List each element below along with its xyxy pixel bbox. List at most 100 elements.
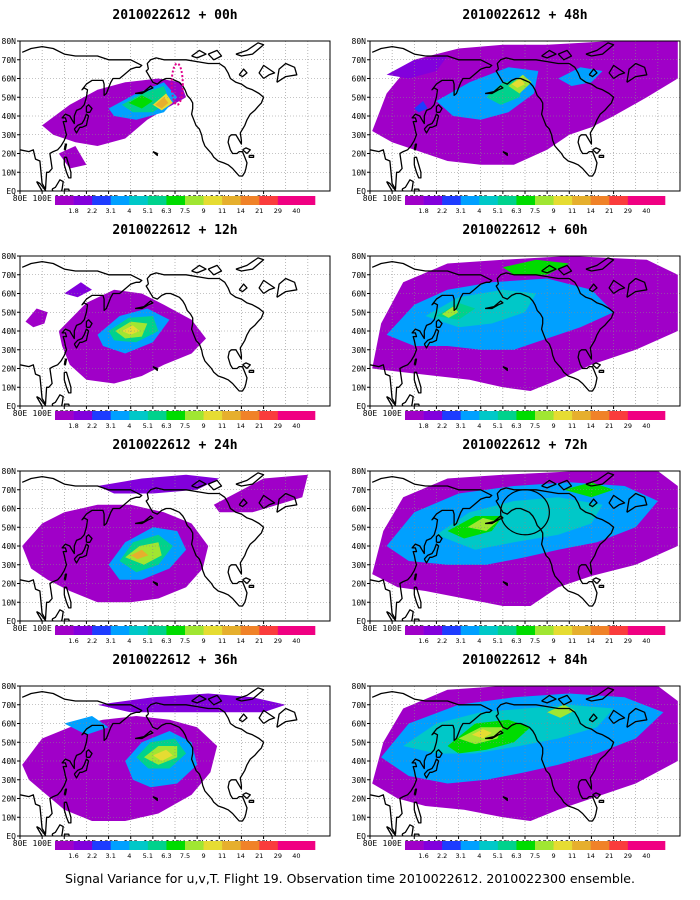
y-tick-label: 20N [2, 150, 17, 159]
map-panel: 2010022612 + 12h80E100E120E140E160E18016… [0, 215, 350, 440]
coastline [63, 358, 68, 366]
graticule [370, 256, 680, 406]
x-tick-label: 100E [383, 194, 402, 203]
x-tick-label: 80E [363, 624, 378, 633]
coastline [588, 283, 598, 293]
y-tick-label: 70N [352, 56, 367, 65]
y-tick-label: 70N [2, 271, 17, 280]
y-tick-label: 20N [2, 795, 17, 804]
colorbar-swatch [590, 196, 610, 205]
colorbar-swatch [423, 841, 443, 850]
figure-caption: Signal Variance for u,v,T. Flight 19. Ob… [65, 871, 635, 886]
colorbar-swatch [110, 841, 130, 850]
colorbar-swatch [516, 196, 536, 205]
colorbar-swatch [497, 626, 517, 635]
colorbar-swatch [277, 841, 297, 850]
coastline [423, 543, 440, 564]
coastline [592, 147, 601, 155]
map-svg: 80E100E120E140E160E180160W140W120W100W80… [352, 37, 681, 215]
coastline [585, 687, 615, 702]
y-tick-label: 60N [352, 75, 367, 84]
colorbar-swatch [516, 626, 536, 635]
coastline [484, 730, 504, 740]
coastline [242, 147, 251, 155]
coastlines [20, 687, 298, 836]
colorbar-swatch [222, 411, 242, 420]
colorbar-swatch [646, 196, 666, 205]
coastline [423, 758, 440, 779]
y-tick-label: 20N [2, 580, 17, 589]
y-tick-label: 50N [352, 738, 367, 747]
coastlines [20, 42, 298, 191]
coastline [495, 702, 615, 822]
colorbar-label: 3.1 [456, 207, 466, 215]
colorbar-label: 2.2 [437, 637, 447, 645]
colorbar-swatch [296, 841, 316, 850]
coastline [608, 279, 626, 295]
coastline [588, 713, 598, 723]
colorbar-swatch [129, 196, 149, 205]
colorbar-swatch [147, 411, 167, 420]
coastline [51, 179, 64, 191]
coastline [191, 479, 207, 489]
coastline [386, 826, 397, 836]
variance-contour [97, 474, 220, 494]
x-tick-label: 100E [383, 624, 402, 633]
colorbar-label: 5.1 [143, 852, 153, 860]
coastline [608, 494, 626, 510]
colorbar-label: 7.5 [530, 852, 540, 860]
x-tick-label: 80E [363, 409, 378, 418]
colorbar-swatch [405, 411, 424, 420]
colorbar-swatch [590, 411, 610, 420]
coastline [235, 42, 265, 57]
coastline [413, 573, 418, 581]
coastline [598, 154, 605, 158]
coastline [20, 260, 143, 405]
coastline [557, 264, 573, 276]
coastline [85, 749, 93, 758]
y-tick-label: 20N [352, 150, 367, 159]
x-tick-label: 100E [33, 409, 52, 418]
colorbar-label: 7.5 [530, 207, 540, 215]
colorbar-label: 14 [237, 422, 245, 430]
y-tick-label: 40N [352, 542, 367, 551]
coastline [191, 264, 207, 274]
colorbar-label: 11 [568, 422, 576, 430]
coastline [152, 796, 158, 802]
colorbar-swatch [222, 841, 242, 850]
colorbar-swatch [423, 626, 443, 635]
coastline [235, 472, 265, 487]
coastline [63, 143, 68, 151]
panel-title: 2010022612 + 24h [112, 438, 238, 453]
coastline [598, 369, 605, 373]
coastline [541, 479, 557, 489]
colorbar-swatch [92, 196, 112, 205]
y-tick-label: EQ [356, 402, 366, 411]
colorbar-label: 21 [255, 852, 263, 860]
coastline [191, 694, 207, 704]
coastline [598, 799, 605, 803]
coastline [73, 113, 90, 134]
coastline [608, 709, 626, 725]
variance-contour [155, 97, 169, 109]
colorbar-label: 11 [568, 852, 576, 860]
y-tick-label: 70N [352, 486, 367, 495]
coastline [626, 62, 648, 83]
variance-contour [414, 101, 428, 113]
x-tick-label: 80E [363, 839, 378, 848]
colorbar-swatch [73, 196, 93, 205]
colorbar-label: 4 [477, 207, 481, 215]
coastline [413, 156, 422, 179]
y-tick-label: 70N [352, 271, 367, 280]
colorbar-label: 5.1 [493, 637, 503, 645]
y-tick-label: 80N [352, 37, 367, 46]
y-tick-label: 80N [352, 467, 367, 476]
colorbar-swatch [166, 411, 186, 420]
coastline [588, 498, 598, 508]
colorbar-label: 9 [552, 852, 556, 860]
coastline [207, 49, 223, 61]
colorbar-label: 11 [568, 207, 576, 215]
colorbar-swatch [516, 411, 536, 420]
y-tick-label: 40N [352, 112, 367, 121]
colorbar-label: 5.1 [143, 207, 153, 215]
